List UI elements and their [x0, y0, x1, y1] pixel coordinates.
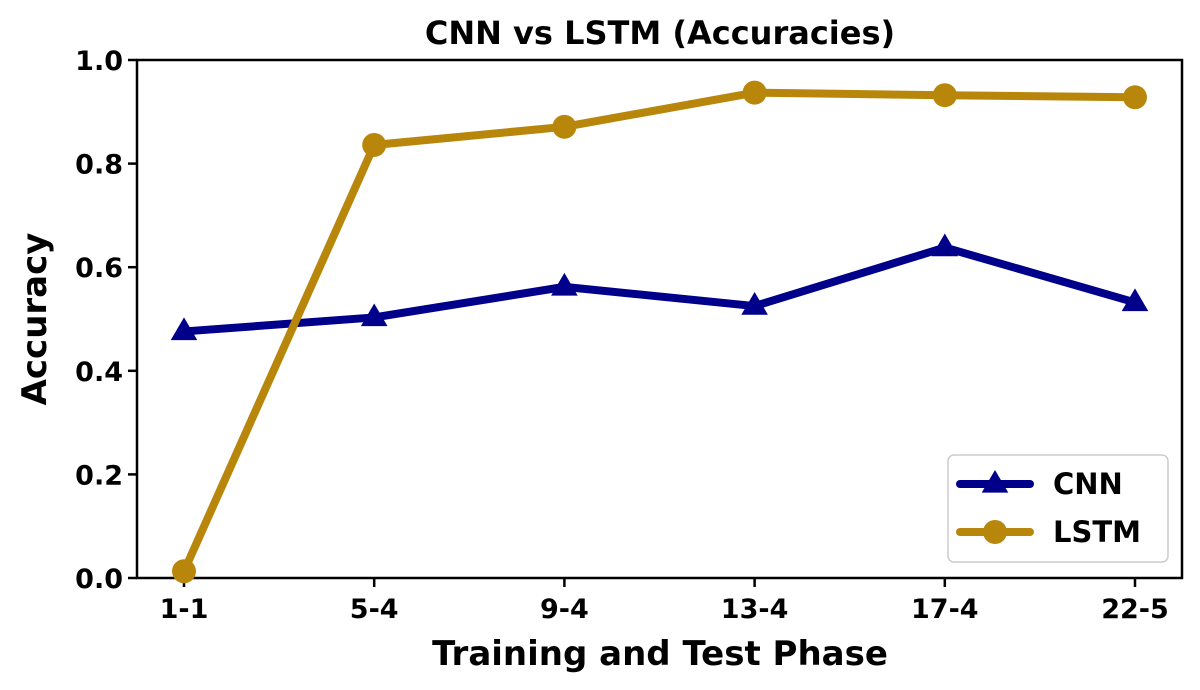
y-axis-label: Accuracy — [15, 233, 55, 406]
x-tick-label: 5-4 — [350, 594, 399, 625]
cnn-point — [360, 303, 388, 327]
cnn-point — [931, 233, 959, 257]
legend-item-lstm: LSTM — [956, 515, 1141, 549]
lstm-point — [1123, 85, 1147, 110]
x-tick-label: 13-4 — [721, 594, 789, 625]
x-axis: 1-1 5-4 9-4 13-4 17-4 22-5 — [160, 578, 1169, 625]
lstm-point — [552, 114, 577, 139]
chart-title: CNN vs LSTM (Accuracies) — [425, 14, 895, 52]
plot-area — [135, 58, 1184, 580]
cnn-point — [741, 292, 768, 315]
series-cnn — [170, 233, 1149, 341]
y-tick-label: 0.4 — [75, 357, 123, 388]
y-tick-label: 0.0 — [75, 564, 123, 595]
x-tick-label: 17-4 — [911, 594, 979, 625]
lstm-point — [362, 132, 387, 157]
cnn-line — [180, 243, 1139, 336]
y-tick-label: 0.6 — [75, 253, 123, 284]
series-lstm — [172, 80, 1147, 584]
lstm-point — [172, 559, 196, 584]
y-tick-label: 0.2 — [75, 460, 123, 491]
cnn-point — [1121, 288, 1149, 312]
x-axis-label: Training and Test Phase — [432, 634, 888, 674]
legend-item-cnn: CNN — [956, 467, 1123, 501]
legend-label-lstm: LSTM — [1053, 515, 1141, 549]
y-axis: 0.0 0.2 0.4 0.6 0.8 1.0 — [75, 46, 137, 595]
cnn-point — [170, 317, 198, 341]
x-tick-label: 9-4 — [540, 594, 589, 625]
legend-label-cnn: CNN — [1053, 467, 1123, 501]
legend: CNN LSTM — [947, 454, 1169, 563]
y-tick-label: 0.8 — [75, 150, 123, 181]
legend-marker-cnn — [981, 470, 1009, 493]
lstm-line — [180, 88, 1139, 576]
series-layer — [170, 80, 1149, 584]
x-tick-label: 22-5 — [1101, 594, 1169, 625]
plot-frame — [135, 58, 1184, 580]
cnn-point — [551, 272, 578, 296]
lstm-point — [742, 80, 767, 105]
legend-marker-lstm — [983, 520, 1007, 544]
x-tick-label: 1-1 — [160, 594, 209, 625]
y-tick-label: 1.0 — [75, 46, 123, 77]
lstm-point — [932, 83, 957, 108]
